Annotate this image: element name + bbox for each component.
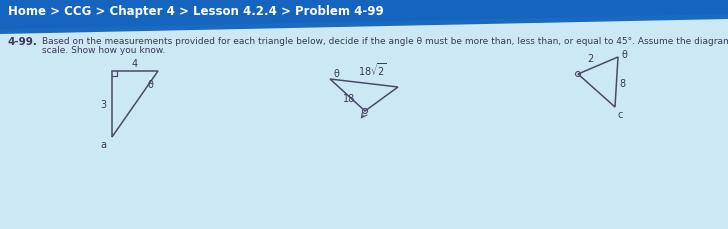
Polygon shape <box>0 0 728 30</box>
Text: 18: 18 <box>344 94 355 104</box>
Text: scale. Show how you know.: scale. Show how you know. <box>42 46 165 55</box>
Text: 3: 3 <box>100 100 106 109</box>
Polygon shape <box>0 0 728 20</box>
Text: 2: 2 <box>587 53 593 63</box>
Text: 4-99.: 4-99. <box>8 37 38 47</box>
Text: $18\sqrt{2}$: $18\sqrt{2}$ <box>357 61 387 78</box>
Text: Based on the measurements provided for each triangle below, decide if the angle : Based on the measurements provided for e… <box>42 37 728 46</box>
Text: 8: 8 <box>620 79 625 89</box>
Polygon shape <box>0 0 728 35</box>
Text: θ: θ <box>333 69 339 79</box>
Text: θ: θ <box>621 50 627 60</box>
Text: Home > CCG > Chapter 4 > Lesson 4.2.4 > Problem 4-99: Home > CCG > Chapter 4 > Lesson 4.2.4 > … <box>8 5 384 17</box>
Text: c: c <box>618 109 623 120</box>
Text: θ: θ <box>148 80 154 90</box>
Text: a: a <box>100 139 106 149</box>
Text: 4: 4 <box>132 59 138 69</box>
